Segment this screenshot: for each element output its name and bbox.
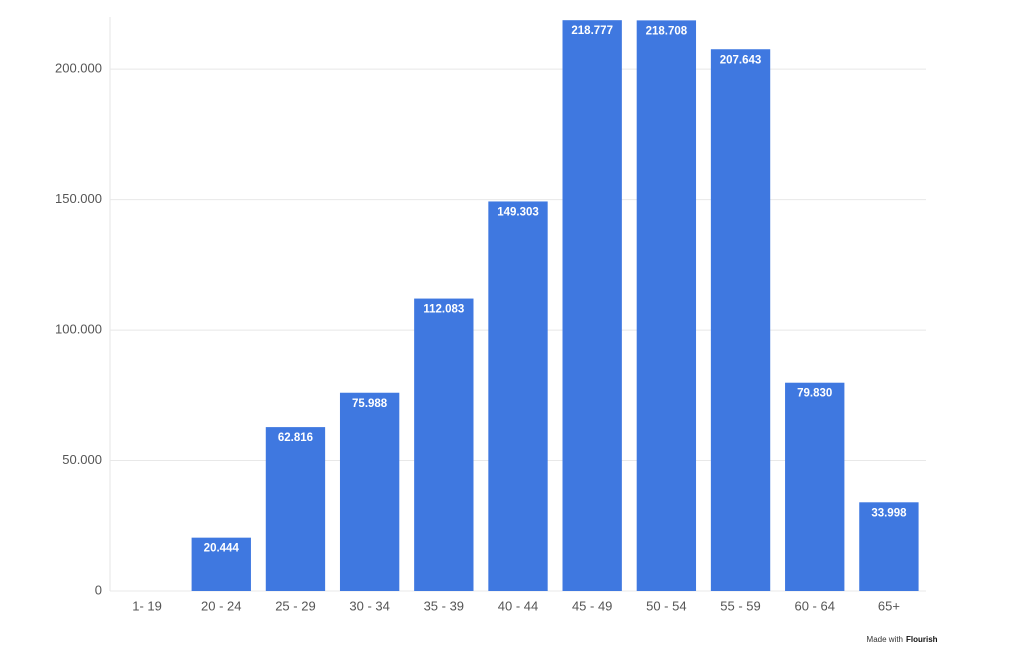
bar [265,427,326,591]
y-tick-label: 100.000 [55,322,102,337]
y-tick-label: 0 [95,582,102,597]
y-tick-label: 50.000 [62,452,102,467]
x-tick-label: 60 - 64 [794,598,834,613]
bar [488,201,548,591]
bar [339,392,400,591]
value-label: 149.303 [497,206,539,218]
x-tick-label: 25 - 29 [275,598,315,613]
value-label: 218.777 [571,25,613,37]
value-label: 75.988 [352,398,388,410]
y-tick-label: 200.000 [55,61,102,76]
x-tick-label: 20 - 24 [201,598,241,613]
value-label: 218.708 [646,25,688,37]
value-label: 79.830 [797,388,832,400]
value-label: 62.816 [278,432,313,444]
bar [191,537,251,591]
footer-credit: Made with [867,635,903,644]
value-label: 33.998 [871,507,907,519]
x-tick-label: 50 - 54 [646,598,686,613]
bar [785,382,845,591]
bar [414,298,474,591]
footer-brand[interactable]: Flourish [906,635,938,644]
x-tick-label: 45 - 49 [572,598,612,613]
value-label: 112.083 [423,304,464,316]
value-label: 207.643 [720,54,762,66]
x-tick-label: 65+ [878,598,900,613]
y-tick-label: 150.000 [55,191,102,206]
x-tick-label: 30 - 34 [349,598,389,613]
bar [636,20,697,591]
x-tick-label: 35 - 39 [424,598,464,613]
bar [710,49,771,591]
value-label: 20.444 [204,543,240,555]
x-tick-label: 55 - 59 [720,598,760,613]
x-tick-label: 1- 19 [132,598,162,613]
bar [859,502,919,591]
bar [562,20,622,591]
x-tick-label: 40 - 44 [498,598,538,613]
